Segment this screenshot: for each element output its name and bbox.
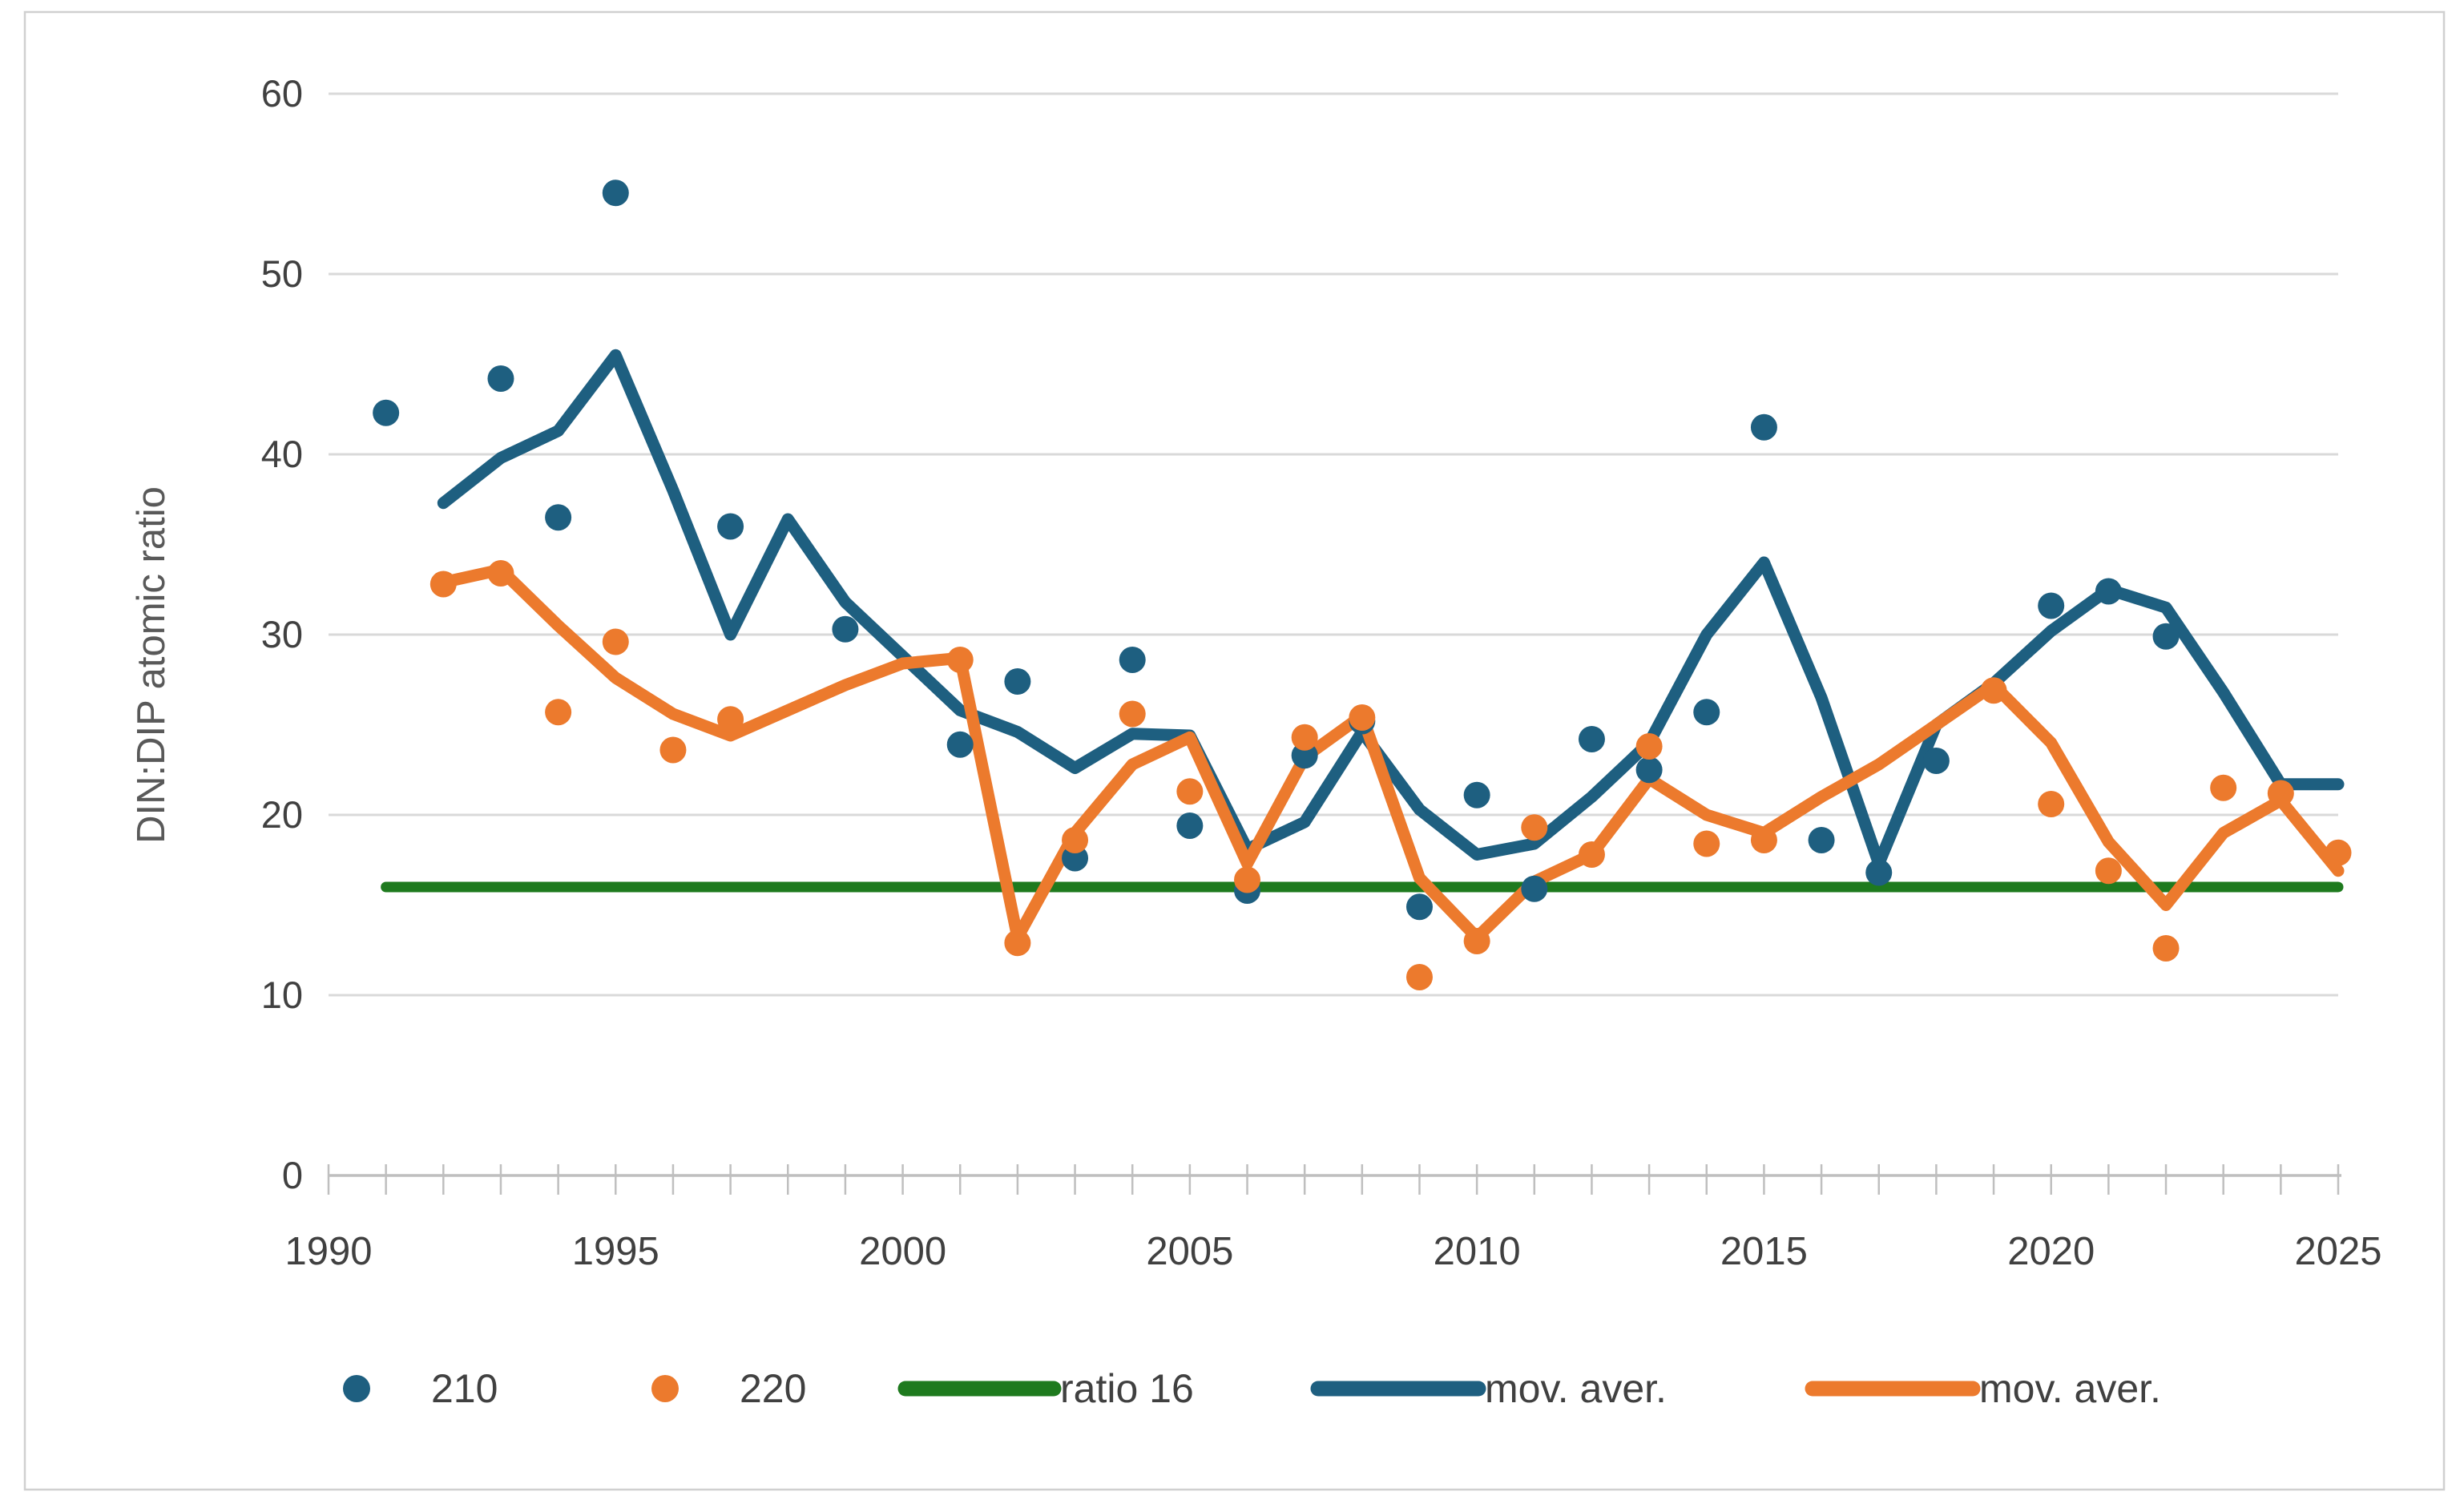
legend-label: ratio 16 bbox=[1060, 1366, 1194, 1411]
scatter-series-210 bbox=[373, 179, 2180, 921]
point-220-2001 bbox=[946, 647, 974, 673]
point-220-2013 bbox=[1635, 733, 1663, 760]
point-210-2001 bbox=[946, 731, 974, 758]
moving-average-line-220 bbox=[437, 563, 2345, 944]
x-tick-label-2015: 2015 bbox=[1720, 1230, 1808, 1273]
point-220-1994 bbox=[545, 699, 572, 726]
point-220-2011 bbox=[1521, 814, 1548, 841]
point-210-2012 bbox=[1578, 726, 1605, 752]
point-220-1997 bbox=[717, 706, 744, 733]
x-tick-label-2025: 2025 bbox=[2294, 1230, 2381, 1273]
point-210-1999 bbox=[832, 615, 859, 643]
point-210-1993 bbox=[487, 365, 514, 392]
y-tick-label-0: 0 bbox=[282, 1154, 303, 1196]
point-210-1994 bbox=[545, 504, 572, 531]
y-tick-label-40: 40 bbox=[261, 433, 303, 475]
point-220-2004 bbox=[1119, 700, 1146, 728]
legend-marker-dot-icon bbox=[343, 1375, 370, 1402]
legend-label: 210 bbox=[431, 1366, 498, 1411]
point-210-2009 bbox=[1405, 893, 1433, 921]
point-220-2025 bbox=[2325, 839, 2352, 866]
point-210-1997 bbox=[717, 513, 744, 540]
legend: 210 220 ratio 16 mov. aver. mov. aver. bbox=[343, 1366, 2161, 1411]
y-tick-label-20: 20 bbox=[261, 793, 303, 836]
y-tick-label-10: 10 bbox=[261, 974, 303, 1016]
point-210-2005 bbox=[1176, 812, 1204, 839]
point-220-1992 bbox=[429, 571, 457, 598]
x-tick-label-2010: 2010 bbox=[1434, 1230, 1521, 1273]
point-210-2013 bbox=[1635, 756, 1663, 784]
x-tick-label-2005: 2005 bbox=[1146, 1230, 1233, 1273]
point-220-2020 bbox=[2038, 791, 2065, 817]
point-210-2016 bbox=[1808, 827, 1835, 853]
point-210-2021 bbox=[2095, 578, 2122, 605]
point-220-1995 bbox=[602, 628, 629, 655]
legend-marker-dot-icon bbox=[651, 1375, 679, 1402]
legend-item-ratio16: ratio 16 bbox=[897, 1366, 1194, 1411]
point-220-2019 bbox=[1980, 677, 2007, 704]
point-220-1993 bbox=[487, 560, 514, 587]
point-220-2012 bbox=[1578, 841, 1605, 868]
legend-label: mov. aver. bbox=[1979, 1366, 2161, 1411]
y-tick-labels: 0 10 20 30 40 50 60 bbox=[261, 72, 303, 1196]
point-220-2022 bbox=[2152, 935, 2180, 962]
point-210-1995 bbox=[602, 179, 629, 207]
point-220-2009 bbox=[1405, 964, 1433, 990]
point-210-2022 bbox=[2152, 623, 2180, 650]
x-axis bbox=[327, 1164, 2341, 1195]
point-220-2010 bbox=[1463, 928, 1490, 954]
point-220-2014 bbox=[1693, 830, 1720, 857]
point-220-2007 bbox=[1291, 724, 1318, 751]
legend-item-mov. aver.-4: mov. aver. bbox=[1805, 1366, 2161, 1411]
x-tick-label-2020: 2020 bbox=[2007, 1230, 2095, 1273]
point-210-2011 bbox=[1521, 875, 1548, 902]
point-210-1991 bbox=[373, 399, 400, 426]
point-210-2014 bbox=[1693, 699, 1720, 726]
y-tick-label-30: 30 bbox=[261, 613, 303, 655]
point-210-2020 bbox=[2038, 592, 2065, 619]
point-220-2024 bbox=[2267, 780, 2294, 807]
legend-label: mov. aver. bbox=[1485, 1366, 1667, 1411]
legend-label: 220 bbox=[740, 1366, 806, 1411]
legend-item-220-1: 220 bbox=[651, 1366, 806, 1411]
point-210-2017 bbox=[1865, 859, 1893, 886]
point-220-2015 bbox=[1750, 827, 1777, 853]
y-tick-label-50: 50 bbox=[261, 252, 303, 295]
point-210-2010 bbox=[1463, 781, 1490, 808]
point-220-1996 bbox=[659, 736, 687, 764]
scatter-series-220 bbox=[429, 560, 2352, 990]
x-tick-label-2000: 2000 bbox=[859, 1230, 946, 1273]
point-220-2021 bbox=[2095, 857, 2122, 885]
point-210-2015 bbox=[1750, 413, 1777, 441]
point-220-2002 bbox=[1004, 929, 1031, 957]
point-220-2008 bbox=[1349, 704, 1376, 731]
point-210-2004 bbox=[1119, 647, 1146, 673]
y-tick-label-60: 60 bbox=[261, 72, 303, 115]
point-220-2023 bbox=[2210, 774, 2237, 801]
legend-item-mov. aver.-3: mov. aver. bbox=[1310, 1366, 1667, 1411]
moving-average-line-210 bbox=[437, 349, 2345, 870]
y-axis-title: DIN:DIP atomic ratio bbox=[130, 486, 173, 844]
point-220-2003 bbox=[1062, 827, 1089, 853]
point-210-2018 bbox=[1922, 748, 1950, 774]
x-tick-label-1995: 1995 bbox=[572, 1230, 659, 1273]
x-tick-label-1990: 1990 bbox=[284, 1230, 372, 1273]
point-220-2005 bbox=[1176, 778, 1204, 805]
point-220-2006 bbox=[1234, 866, 1261, 893]
x-tick-labels: 1990 1995 2000 2005 2010 2015 2020 2025 bbox=[284, 1230, 2381, 1273]
legend-item-210-0: 210 bbox=[343, 1366, 498, 1411]
chart-border bbox=[23, 10, 2446, 1491]
point-210-2002 bbox=[1004, 668, 1031, 695]
